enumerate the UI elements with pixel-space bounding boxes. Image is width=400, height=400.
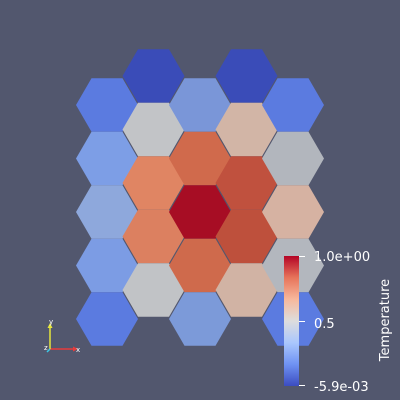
x-axis-label: x [76, 346, 80, 354]
y-axis-arrowhead [47, 323, 53, 328]
x-axis-arrowhead [73, 346, 78, 352]
mesh-cell [169, 292, 231, 346]
colorbar-title: Temperature [378, 279, 393, 362]
colorbar-gradient [284, 256, 299, 386]
mesh-cell [122, 263, 185, 317]
mesh-cell [122, 102, 185, 157]
mesh-cell [122, 156, 185, 210]
mesh-cell [76, 292, 138, 346]
colorbar-mid-label: 0.5 [314, 317, 335, 332]
orientation-axes-widget[interactable]: x y z [44, 318, 80, 354]
mesh-cell [169, 131, 231, 186]
mesh-cell [169, 185, 231, 239]
mesh-cell [122, 49, 185, 103]
colorbar-max-label: 1.0e+00 [314, 250, 370, 265]
hex-mesh [76, 49, 324, 346]
mesh-cell [169, 78, 231, 132]
mesh-cell [169, 238, 231, 293]
color-legend: 1.0e+00 0.5 -5.9e-03 Temperature [284, 250, 393, 395]
mesh-cell [262, 185, 324, 239]
mesh-cell [215, 49, 278, 103]
z-axis-label: z [44, 344, 48, 352]
z-axis-arrow [46, 348, 51, 353]
mesh-cell [262, 131, 324, 186]
mesh-cell [76, 238, 138, 293]
mesh-cell [76, 78, 138, 132]
colorbar-min-label: -5.9e-03 [314, 380, 369, 395]
mesh-cell [215, 209, 278, 264]
mesh-cell [76, 185, 138, 239]
y-axis-label: y [49, 318, 53, 326]
mesh-cell [215, 102, 278, 157]
mesh-cell [215, 263, 278, 317]
mesh-cell [122, 209, 185, 264]
mesh-cell [215, 156, 278, 210]
mesh-cell [76, 131, 138, 186]
mesh-cell [262, 78, 324, 132]
